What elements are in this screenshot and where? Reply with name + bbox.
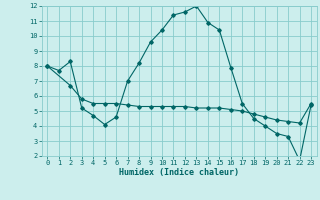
X-axis label: Humidex (Indice chaleur): Humidex (Indice chaleur): [119, 168, 239, 177]
